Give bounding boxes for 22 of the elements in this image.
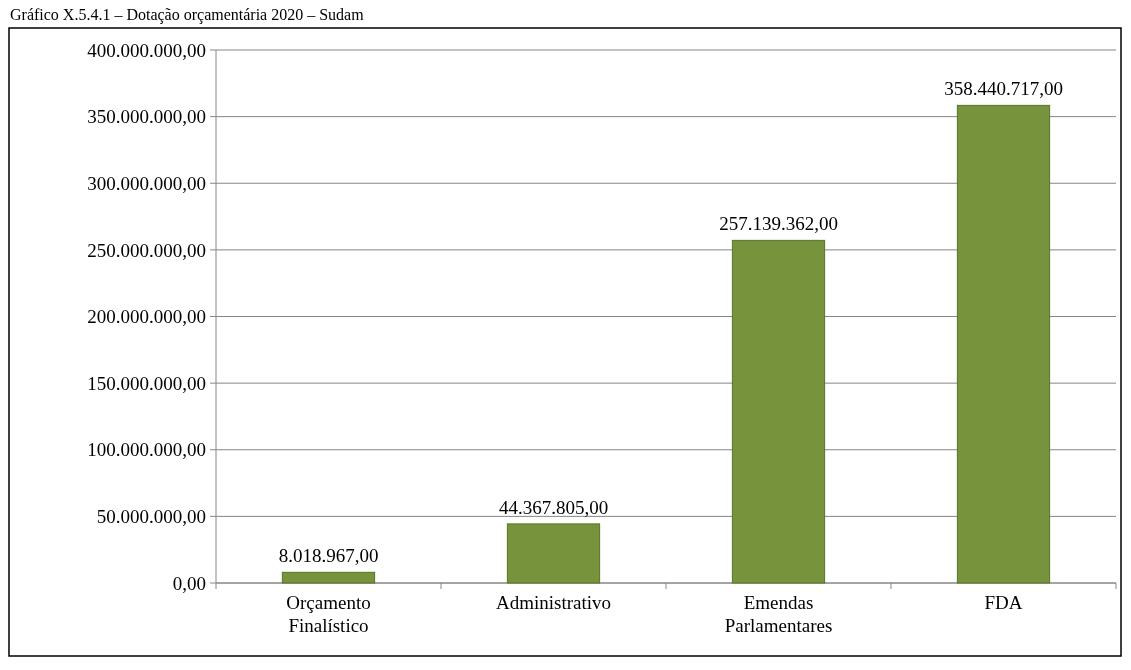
data-label: 257.139.362,00 [719,213,838,235]
y-tick-label: 100.000.000,00 [87,439,206,461]
bar [281,571,376,584]
bar [956,104,1051,584]
x-tick-label: Emendas Parlamentares [724,592,833,636]
x-tick-label: Orçamento Finalístico [286,592,371,636]
y-tick-label: 200.000.000,00 [87,306,206,328]
x-tick-label: Administrativo [495,592,612,613]
y-tick-label: 400.000.000,00 [87,39,206,61]
bar [506,523,601,584]
y-tick-label: 0,00 [172,572,206,594]
y-tick-label: 50.000.000,00 [96,506,206,528]
data-label: 44.367.805,00 [498,496,609,518]
y-tick-label: 150.000.000,00 [87,372,206,394]
y-tick-label: 300.000.000,00 [87,172,206,194]
y-tick-label: 350.000.000,00 [87,106,206,128]
x-tick-label: FDA [984,592,1023,613]
data-label: 358.440.717,00 [944,78,1063,100]
bar [731,239,826,584]
data-label: 8.018.967,00 [278,545,379,567]
chart-title: Gráfico X.5.4.1 – Dotação orçamentária 2020 – Sudam [10,6,365,24]
y-tick-label: 250.000.000,00 [87,239,206,261]
